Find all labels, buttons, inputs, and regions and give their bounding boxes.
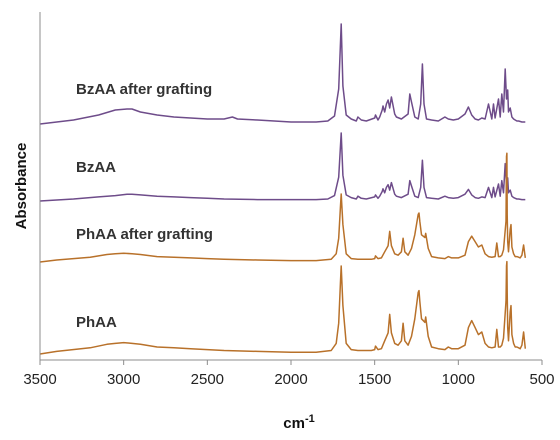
x-tick-label: 3500 [23,371,56,388]
series-label-phaa-after-grafting: PhAA after grafting [76,226,213,243]
x-axis-title: cm-1 [283,413,314,432]
series-label-bzaa-after-grafting: BzAA after grafting [76,81,212,98]
spectra-layer [39,23,527,355]
x-ticks: 3500 3000 2500 2000 1500 1000 500 [23,360,555,388]
series-line-phaa [39,260,527,355]
x-tick-label: 500 [529,371,554,388]
series-label-phaa: PhAA [76,314,117,331]
series-label-bzaa: BzAA [76,159,116,176]
x-tick-label: 1500 [358,371,391,388]
series-line-bzaa-after-grafting [39,23,526,125]
series-line-bzaa [39,132,526,202]
x-tick-label: 2500 [191,371,224,388]
series-line-phaa-after-grafting [39,152,527,263]
x-tick-label: 2000 [274,371,307,388]
series-labels: BzAA after grafting BzAA PhAA after grafti… [76,81,213,331]
x-axis-title-base: cm [283,415,305,432]
x-tick-label: 1000 [442,371,475,388]
y-axis-title: Absorbance [13,143,30,230]
x-tick-label: 3000 [107,371,140,388]
x-axis-title-superscript: -1 [305,413,315,425]
